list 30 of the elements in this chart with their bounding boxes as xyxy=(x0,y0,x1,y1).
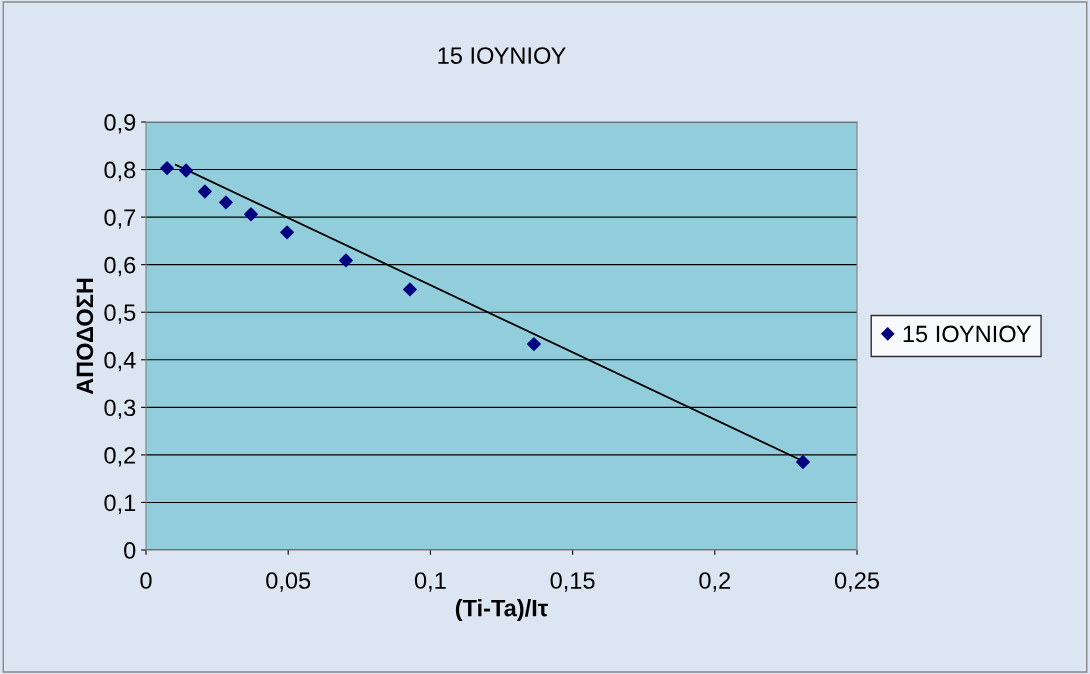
x-axis-title: (Ti-Ta)/Iτ xyxy=(455,599,548,622)
point xyxy=(403,282,417,297)
y-tick-label: 0 xyxy=(124,542,136,559)
legend-label: 15 ΙΟΥΝΙΟΥ xyxy=(903,325,1032,343)
point xyxy=(527,337,541,351)
point xyxy=(244,207,258,222)
x-tick-label: 0,15 xyxy=(550,572,595,592)
y-tick-label: 0,5 xyxy=(104,304,136,324)
y-axis-title: ΑΠΟΔΟΣΗ xyxy=(76,278,94,395)
point xyxy=(197,184,212,199)
x-tick-label: 0,2 xyxy=(699,572,731,592)
point xyxy=(219,195,233,210)
x-tick-label: 0 xyxy=(140,572,152,589)
y-tick-label: 0,6 xyxy=(104,256,136,277)
y-tick-label: 0,3 xyxy=(104,399,136,419)
point xyxy=(179,163,194,178)
y-tick-label: 0,9 xyxy=(104,114,136,134)
y-tick-label: 0,8 xyxy=(104,161,136,182)
y-tick-label: 0,1 xyxy=(104,494,136,515)
point xyxy=(339,253,353,268)
y-tick-label: 0,2 xyxy=(104,446,136,467)
y-tick-label: 0,4 xyxy=(104,351,136,372)
chart-title: 15 ΙΟΥΝΙΟΥ xyxy=(438,47,566,64)
point xyxy=(160,161,174,176)
x-tick-label: 0,05 xyxy=(266,572,311,592)
x-tick-label: 0,1 xyxy=(414,572,446,592)
y-tick-label: 0,7 xyxy=(104,209,136,229)
point xyxy=(280,225,294,240)
point xyxy=(796,455,810,469)
x-tick-label: 0,25 xyxy=(834,572,879,592)
